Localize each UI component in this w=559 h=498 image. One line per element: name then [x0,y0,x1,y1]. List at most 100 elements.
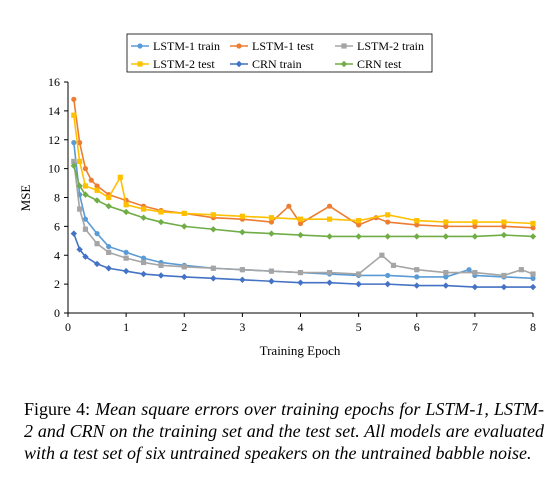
data-point-crn-test [181,223,188,230]
data-point-crn-test [413,233,420,240]
data-point-crn-test [122,208,130,216]
data-point-lstm-1-train [443,274,449,280]
data-point-lstm-2-train [530,271,536,277]
y-tick-label: 14 [48,104,60,118]
legend-label: LSTM-2 train [357,39,424,53]
data-point-lstm-2-train [518,267,524,273]
x-tick-label: 1 [123,320,129,334]
y-tick-label: 4 [54,248,60,262]
data-point-lstm-2-train [443,269,449,276]
legend: LSTM-1 train LSTM-1 test LSTM-2 train LSTM-… [126,33,433,73]
data-point-crn-train [210,275,217,282]
data-point-lstm-2-test [385,212,391,218]
data-point-lstm-2-test [71,112,77,118]
data-point-lstm-1-test [88,177,94,183]
data-point-crn-train [355,280,362,288]
data-point-lstm-1-test [82,166,89,172]
data-point-lstm-2-train [501,272,507,279]
data-point-crn-test [268,230,275,237]
data-point-lstm-2-test [472,219,478,225]
data-point-lstm-1-test [286,203,292,209]
y-axis-title: MSE [18,185,33,212]
series-crn-test [70,162,537,240]
data-point-lstm-1-test [268,219,275,225]
x-tick-label: 8 [530,320,536,334]
series-line-lstm-2-test [73,115,534,225]
figure-caption: Figure 4: Mean square errors over traini… [24,398,544,464]
data-point-crn-test [471,233,479,240]
data-point-lstm-1-test [501,223,507,229]
data-point-lstm-2-test [117,174,123,180]
legend-label: CRN train [252,57,302,71]
legend-label: LSTM-1 train [153,39,220,53]
data-point-lstm-2-test [181,210,187,216]
data-point-lstm-2-train [297,269,304,276]
data-point-lstm-2-train [181,264,187,270]
data-point-crn-test [93,197,101,204]
series-crn-train [70,230,537,291]
legend-swatch-marker [137,61,143,67]
data-point-crn-train [76,246,83,253]
y-tick-label: 16 [48,75,60,89]
data-point-lstm-2-test [326,216,333,222]
series-lstm-2-test [71,112,536,227]
data-point-lstm-1-train [82,216,89,222]
series-lstm-1-train [71,140,536,281]
data-point-lstm-1-train [123,249,129,255]
legend-swatch-marker [236,43,242,49]
y-tick-label: 2 [54,277,60,291]
data-point-crn-train [239,276,246,283]
data-point-lstm-1-test [385,219,391,225]
data-point-crn-train [105,265,112,272]
data-point-lstm-2-train [106,249,112,255]
data-point-crn-train [529,283,537,291]
data-point-lstm-1-train [414,274,420,280]
data-point-lstm-1-test [443,223,449,229]
data-point-lstm-2-train [356,271,362,277]
legend-item-crn-test: CRN test [335,57,402,71]
data-point-crn-test [500,231,508,239]
y-tick-label: 10 [48,162,60,176]
x-tick-label: 4 [298,320,304,334]
data-point-lstm-2-test [443,219,449,225]
data-point-crn-train [93,260,101,268]
series-lstm-1-test [71,96,536,231]
data-point-crn-test [76,182,83,190]
data-point-crn-train [70,230,78,237]
data-point-lstm-1-train [385,272,391,279]
data-point-crn-train [268,278,275,285]
data-point-lstm-2-train [71,158,77,165]
data-point-lstm-1-test [326,203,333,209]
data-point-crn-train [471,283,479,291]
y-tick-label: 6 [54,219,60,233]
data-point-lstm-1-train [71,140,77,146]
legend-box [126,33,433,73]
data-point-lstm-2-train [390,262,397,268]
data-point-crn-train [442,282,450,289]
data-point-crn-test [157,218,165,226]
data-point-crn-train [82,253,89,260]
data-point-lstm-2-train [268,268,275,274]
data-point-lstm-2-test [158,209,164,215]
data-point-lstm-2-test [123,202,129,208]
data-point-lstm-2-test [106,194,112,201]
caption-text: Mean square errors over training epochs … [24,399,545,463]
data-point-lstm-2-test [82,183,89,189]
data-point-crn-test [210,226,217,233]
data-point-crn-train [326,279,333,286]
x-tick-label: 3 [239,320,245,334]
data-point-crn-train [500,283,508,291]
data-point-lstm-2-train [82,226,89,232]
data-point-crn-train [181,273,188,281]
legend-item-crn-train: CRN train [230,57,302,71]
data-point-lstm-2-train [210,265,216,271]
data-point-lstm-1-test [297,220,304,227]
data-point-crn-test [326,233,333,240]
data-point-lstm-2-test [356,218,362,224]
data-point-lstm-2-train [472,269,478,276]
legend-item-lstm-2-test: LSTM-2 test [131,57,215,71]
data-point-lstm-1-test [356,222,362,228]
data-point-lstm-1-train [466,267,472,273]
